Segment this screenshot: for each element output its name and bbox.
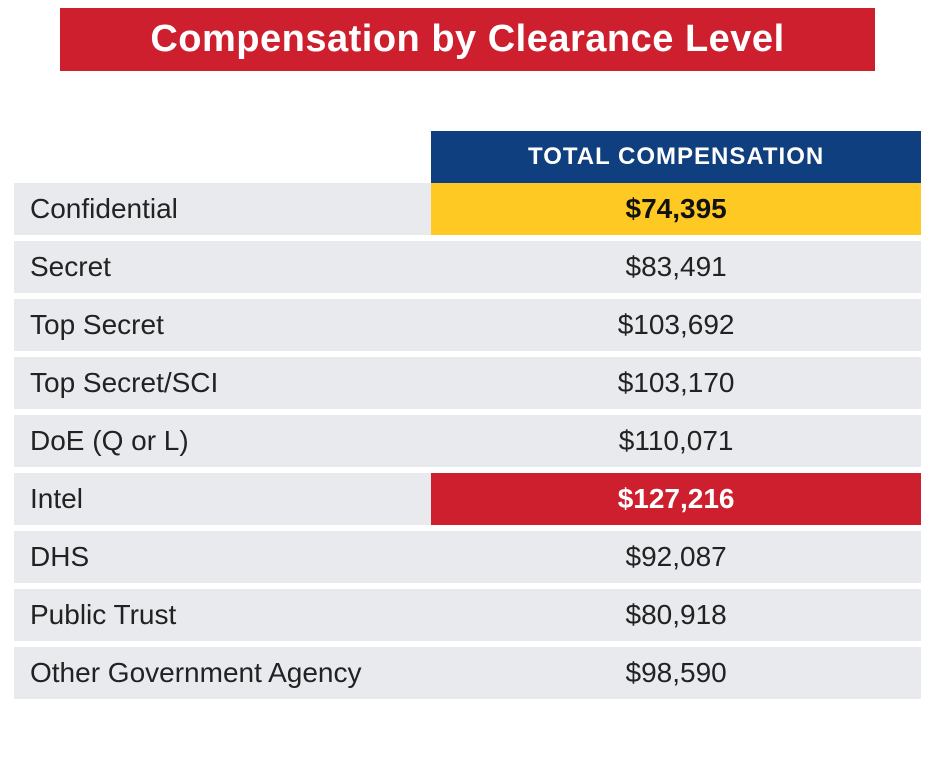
clearance-label: Top Secret	[14, 296, 431, 354]
compensation-value: $80,918	[431, 586, 921, 644]
table-row: Confidential$74,395	[14, 183, 921, 238]
compensation-table-wrap: TOTAL COMPENSATION Confidential$74,395Se…	[14, 131, 921, 705]
table-row: DHS$92,087	[14, 528, 921, 586]
clearance-label: Secret	[14, 238, 431, 296]
table-row: Intel$127,216	[14, 470, 921, 528]
title-bar: Compensation by Clearance Level	[60, 8, 875, 71]
table-header-empty	[14, 131, 431, 183]
compensation-value: $83,491	[431, 238, 921, 296]
table-header-total: TOTAL COMPENSATION	[431, 131, 921, 183]
table-row: Top Secret/SCI$103,170	[14, 354, 921, 412]
compensation-value: $127,216	[431, 470, 921, 528]
compensation-value: $103,170	[431, 354, 921, 412]
table-row: Other Government Agency$98,590	[14, 644, 921, 702]
table-row: Secret$83,491	[14, 238, 921, 296]
clearance-label: DHS	[14, 528, 431, 586]
compensation-value: $74,395	[431, 183, 921, 238]
table-row: DoE (Q or L)$110,071	[14, 412, 921, 470]
compensation-value: $110,071	[431, 412, 921, 470]
clearance-label: Other Government Agency	[14, 644, 431, 702]
clearance-label: DoE (Q or L)	[14, 412, 431, 470]
compensation-value: $103,692	[431, 296, 921, 354]
table-row: Public Trust$80,918	[14, 586, 921, 644]
clearance-label: Confidential	[14, 183, 431, 238]
clearance-label: Intel	[14, 470, 431, 528]
clearance-label: Top Secret/SCI	[14, 354, 431, 412]
compensation-value: $92,087	[431, 528, 921, 586]
compensation-value: $98,590	[431, 644, 921, 702]
table-body: Confidential$74,395Secret$83,491Top Secr…	[14, 183, 921, 702]
table-header-row: TOTAL COMPENSATION	[14, 131, 921, 183]
page-title: Compensation by Clearance Level	[150, 18, 784, 60]
compensation-table: TOTAL COMPENSATION Confidential$74,395Se…	[14, 131, 921, 705]
clearance-label: Public Trust	[14, 586, 431, 644]
table-row: Top Secret$103,692	[14, 296, 921, 354]
